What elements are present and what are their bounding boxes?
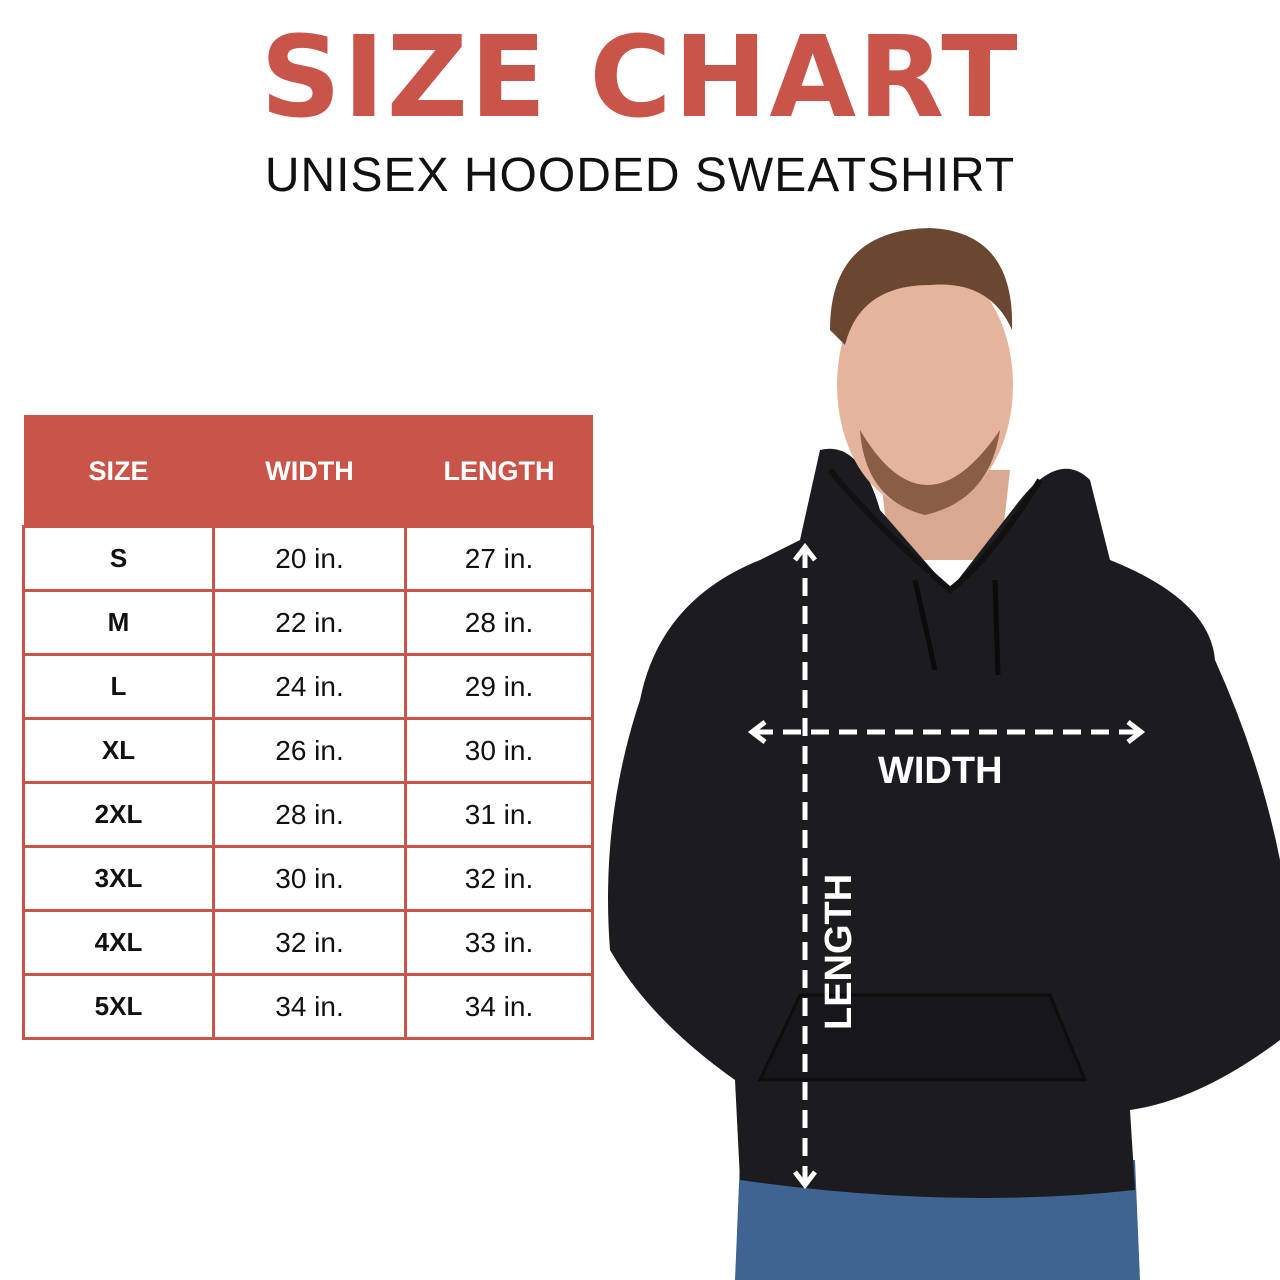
cell-width: 20 in. — [212, 525, 407, 592]
cell-size: 5XL — [22, 973, 215, 1040]
model-hoodie-illustration — [608, 228, 1280, 1280]
cell-length: 29 in. — [404, 653, 594, 720]
cell-size: 3XL — [22, 845, 215, 912]
cell-length: 27 in. — [404, 525, 594, 592]
hood-shadow — [827, 468, 1043, 594]
cell-size: S — [22, 525, 215, 592]
length-arrow — [793, 542, 817, 1190]
table-row: 5XL 34 in. 34 in. — [22, 973, 594, 1040]
table-row: 4XL 32 in. 33 in. — [22, 909, 594, 976]
table-row: S 20 in. 27 in. — [22, 525, 594, 592]
cell-length: 30 in. — [404, 717, 594, 784]
page-subtitle: UNISEX HOODED SWEATSHIRT — [264, 149, 1016, 202]
cell-length: 34 in. — [404, 973, 594, 1040]
head — [837, 260, 1013, 510]
table-header-row: SIZE WIDTH LENGTH — [23, 415, 593, 527]
cell-size: 4XL — [22, 909, 215, 976]
width-arrow — [747, 720, 1146, 744]
cell-size: 2XL — [22, 781, 215, 848]
column-header-length: LENGTH — [405, 415, 593, 527]
cell-length: 32 in. — [404, 845, 594, 912]
cell-width: 30 in. — [212, 845, 407, 912]
cell-length: 28 in. — [404, 589, 594, 656]
column-header-size: SIZE — [23, 415, 214, 527]
cell-size: L — [22, 653, 215, 720]
length-label: LENGTH — [818, 873, 860, 1030]
table-row: 3XL 30 in. 32 in. — [22, 845, 594, 912]
cell-width: 28 in. — [212, 781, 407, 848]
beard — [860, 430, 1000, 515]
hoodie-body — [608, 448, 1280, 1198]
cell-width: 26 in. — [212, 717, 407, 784]
drawstring-left — [912, 579, 938, 671]
cell-width: 22 in. — [212, 589, 407, 656]
cell-size: XL — [22, 717, 215, 784]
cell-width: 24 in. — [212, 653, 407, 720]
cell-length: 31 in. — [404, 781, 594, 848]
width-label: WIDTH — [878, 750, 1003, 792]
size-table: SIZE WIDTH LENGTH S 20 in. 27 in. M 22 in. 28… — [22, 415, 594, 1040]
column-header-width: WIDTH — [213, 415, 406, 527]
cell-length: 33 in. — [404, 909, 594, 976]
drawstring-right — [992, 579, 1001, 676]
table-row: L 24 in. 29 in. — [22, 653, 594, 720]
hair — [830, 228, 1013, 345]
page-title: SIZE CHART — [260, 13, 1020, 143]
table-row: XL 26 in. 30 in. — [22, 717, 594, 784]
table-row: 2XL 28 in. 31 in. — [22, 781, 594, 848]
cell-width: 34 in. — [212, 973, 407, 1040]
pocket — [757, 993, 1088, 1082]
table-row: M 22 in. 28 in. — [22, 589, 594, 656]
cell-size: M — [22, 589, 215, 656]
cell-width: 32 in. — [212, 909, 407, 976]
